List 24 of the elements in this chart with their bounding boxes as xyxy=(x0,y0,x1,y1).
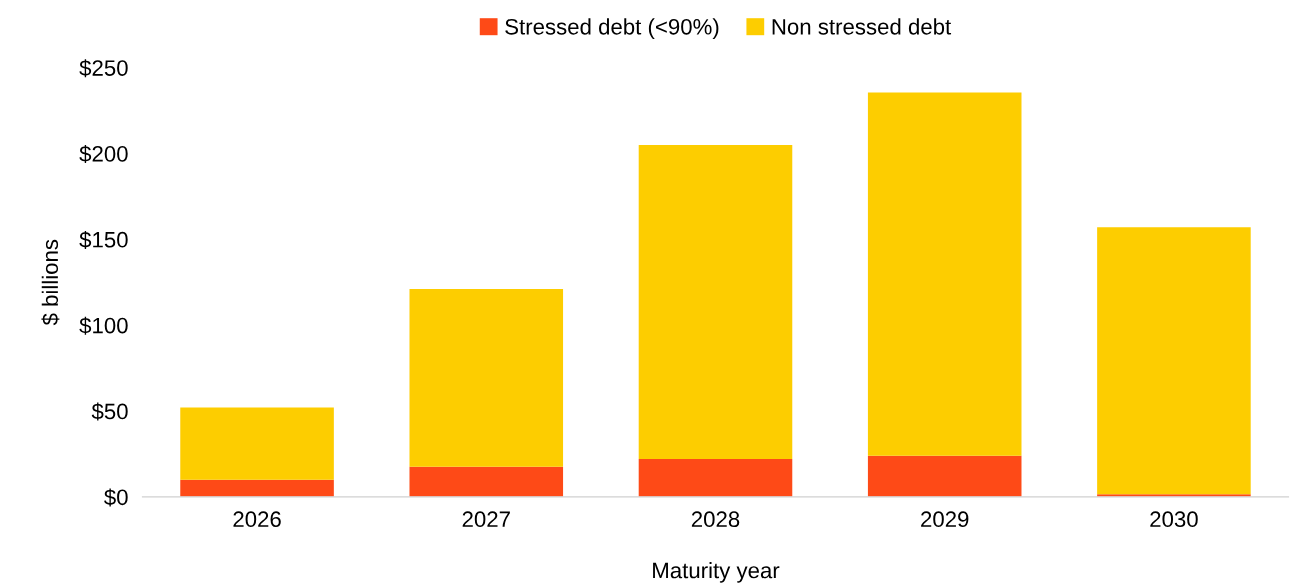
x-axis-title: Maturity year xyxy=(653,562,780,583)
bar xyxy=(867,455,1022,497)
x-tick-label: 2029 xyxy=(921,511,969,528)
bar xyxy=(1097,227,1251,495)
y-tick-label: $0 xyxy=(104,488,128,507)
bar xyxy=(867,92,1022,456)
bar xyxy=(409,466,564,497)
y-axis-title: $ billions xyxy=(41,239,60,326)
bar xyxy=(638,144,793,460)
bar xyxy=(409,289,564,467)
x-tick-label: 2027 xyxy=(462,511,510,528)
y-tick-label: $250 xyxy=(79,59,128,78)
y-tick-label: $200 xyxy=(79,145,128,164)
x-tick-label: 2028 xyxy=(691,511,740,528)
bar xyxy=(180,407,334,480)
x-tick-label: 2030 xyxy=(1150,511,1198,528)
bar xyxy=(180,479,334,497)
legend-label: Stressed debt (<90%) xyxy=(505,18,719,40)
y-tick-label: $100 xyxy=(79,316,128,335)
x-tick-label: 2026 xyxy=(233,511,281,528)
bar xyxy=(638,459,793,497)
y-tick-label: $50 xyxy=(91,402,128,421)
y-tick-label: $150 xyxy=(79,230,128,249)
legend-label: Non stressed debt xyxy=(772,18,952,35)
